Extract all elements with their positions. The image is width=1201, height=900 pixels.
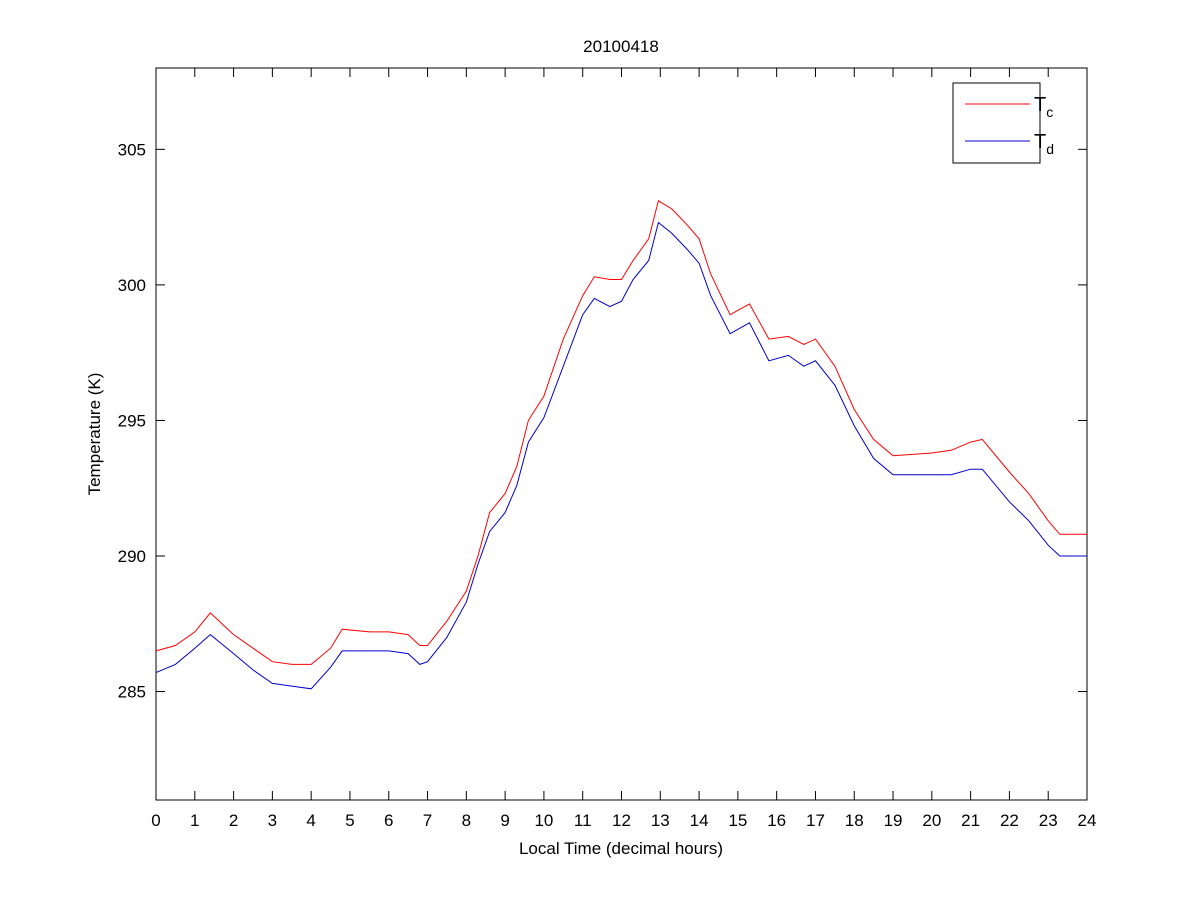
x-tick-label: 3 [268, 811, 277, 830]
y-tick-label: 305 [118, 140, 146, 159]
x-tick-label: 0 [151, 811, 160, 830]
series-line-td [155, 221, 1087, 690]
x-tick-label: 2 [229, 811, 238, 830]
x-tick-label: 20 [922, 811, 941, 830]
x-tick-label: 15 [728, 811, 747, 830]
x-tick-label: 4 [306, 811, 315, 830]
x-tick-label: 19 [884, 811, 903, 830]
legend-box [952, 82, 1041, 164]
x-tick-label: 14 [690, 811, 709, 830]
x-tick-label: 8 [462, 811, 471, 830]
x-tick-label: 17 [806, 811, 825, 830]
x-tick-label: 6 [384, 811, 393, 830]
legend: Tc Td [952, 82, 1054, 164]
series-line-tc [155, 200, 1087, 665]
y-tick-label: 285 [118, 683, 146, 702]
y-tick-label: 300 [118, 276, 146, 295]
x-tick-label: 5 [345, 811, 354, 830]
x-tick-label: 22 [1000, 811, 1019, 830]
y-tick-label: 295 [118, 411, 146, 430]
x-tick-label: 13 [651, 811, 670, 830]
y-tick-label: 290 [118, 547, 146, 566]
x-tick-label: 18 [845, 811, 864, 830]
x-tick-label: 16 [767, 811, 786, 830]
x-tick-label: 24 [1078, 811, 1097, 830]
y-axis-label: Temperature (K) [85, 373, 104, 496]
x-axis-label: Local Time (decimal hours) [519, 839, 723, 858]
x-tick-label: 9 [500, 811, 509, 830]
x-tick-label: 10 [534, 811, 553, 830]
legend-label-td: Td [1034, 131, 1054, 157]
x-tick-label: 1 [190, 811, 199, 830]
x-tick-label: 23 [1039, 811, 1058, 830]
chart-title: 20100418 [583, 37, 659, 56]
legend-label-tc: Tc [1034, 94, 1053, 120]
x-tick-label: 21 [961, 811, 980, 830]
x-tick-label: 12 [612, 811, 631, 830]
x-tick-label: 11 [574, 811, 592, 830]
x-tick-label: 7 [423, 811, 432, 830]
plot-area [155, 67, 1088, 801]
